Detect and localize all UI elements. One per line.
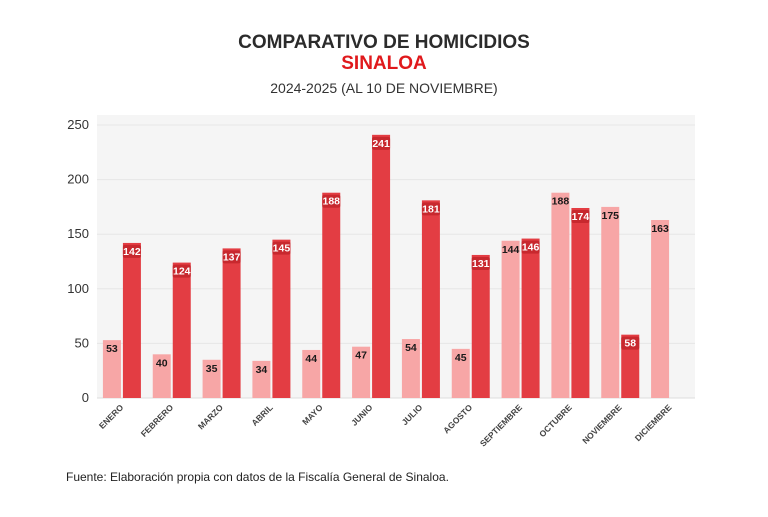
chart-title: COMPARATIVO DE HOMICIDIOS <box>238 32 530 53</box>
y-tick-label: 150 <box>67 226 89 241</box>
y-tick-label: 50 <box>75 335 89 350</box>
source-note: Fuente: Elaboración propia con datos de … <box>66 470 449 484</box>
x-tick-label: JUNIO <box>349 402 375 428</box>
data-label: 181 <box>422 203 440 215</box>
y-tick-label: 100 <box>67 281 89 296</box>
data-label: 54 <box>405 342 417 354</box>
x-tick-label: OCTUBRE <box>537 402 574 439</box>
data-label: 241 <box>372 138 390 150</box>
data-label: 124 <box>173 266 191 278</box>
bar <box>571 207 590 398</box>
data-label-badge <box>122 244 141 258</box>
bar <box>471 254 490 398</box>
x-tick-label: SEPTIEMBRE <box>478 402 524 448</box>
x-tick-label: ABRIL <box>249 402 274 427</box>
bar <box>252 360 271 398</box>
bar <box>322 192 341 398</box>
data-label: 174 <box>572 211 590 223</box>
bar <box>122 242 141 398</box>
bar <box>501 240 520 398</box>
data-label: 47 <box>355 350 367 362</box>
bar <box>421 200 440 398</box>
bar <box>601 206 620 398</box>
data-label: 145 <box>273 243 291 255</box>
data-label-badge <box>222 250 241 264</box>
data-label: 175 <box>601 210 619 222</box>
data-label: 144 <box>502 244 520 256</box>
x-tick-label: AGOSTO <box>441 402 474 435</box>
bar <box>451 348 470 398</box>
x-tick-label: NOVIEMBRE <box>580 402 624 446</box>
x-tick-label: MARZO <box>196 402 225 431</box>
data-label: 35 <box>206 363 218 375</box>
data-label: 137 <box>223 251 241 263</box>
bar <box>302 349 321 398</box>
bar <box>651 220 670 398</box>
bar <box>521 238 540 398</box>
bar <box>102 340 121 398</box>
data-label-badge <box>571 209 590 223</box>
x-tick-label: ENERO <box>97 402 126 431</box>
data-label-badge <box>521 240 540 254</box>
data-label-badge <box>471 256 490 270</box>
bar <box>272 239 291 398</box>
bar <box>172 262 191 398</box>
data-label: 131 <box>472 258 490 270</box>
bar <box>202 359 221 398</box>
chart-subtitle: 2024-2025 (AL 10 DE NOVIEMBRE) <box>270 80 497 96</box>
data-label: 142 <box>123 246 141 258</box>
bar <box>551 192 570 398</box>
y-tick-label: 0 <box>82 390 89 405</box>
data-label-badge <box>372 136 391 150</box>
data-label-badge <box>322 194 341 208</box>
x-tick-label: FEBRERO <box>139 402 176 439</box>
plot-area <box>97 115 695 398</box>
chart-title-region: SINALOA <box>341 53 427 74</box>
data-label-badge <box>621 336 640 350</box>
bar <box>372 134 391 398</box>
data-label: 163 <box>651 223 669 235</box>
y-tick-label: 250 <box>67 117 89 132</box>
data-label: 188 <box>322 196 340 208</box>
data-label: 45 <box>455 352 467 364</box>
y-tick-label: 200 <box>67 172 89 187</box>
data-label: 58 <box>624 338 636 350</box>
data-label: 44 <box>305 353 317 365</box>
data-label: 34 <box>256 364 268 376</box>
x-tick-label: MAYO <box>300 402 325 427</box>
x-tick-label: JULIO <box>400 402 425 427</box>
data-label-badge <box>172 264 191 278</box>
data-label-badge <box>421 202 440 216</box>
x-tick-label: DICIEMBRE <box>633 402 674 443</box>
bar <box>152 354 171 398</box>
bar <box>352 346 371 398</box>
data-label: 53 <box>106 343 118 355</box>
bar <box>222 248 241 398</box>
bar <box>621 334 640 398</box>
data-label: 146 <box>522 242 540 254</box>
bar <box>401 339 420 398</box>
data-label: 40 <box>156 357 168 369</box>
data-label: 188 <box>552 196 570 208</box>
data-label-badge <box>272 241 291 255</box>
